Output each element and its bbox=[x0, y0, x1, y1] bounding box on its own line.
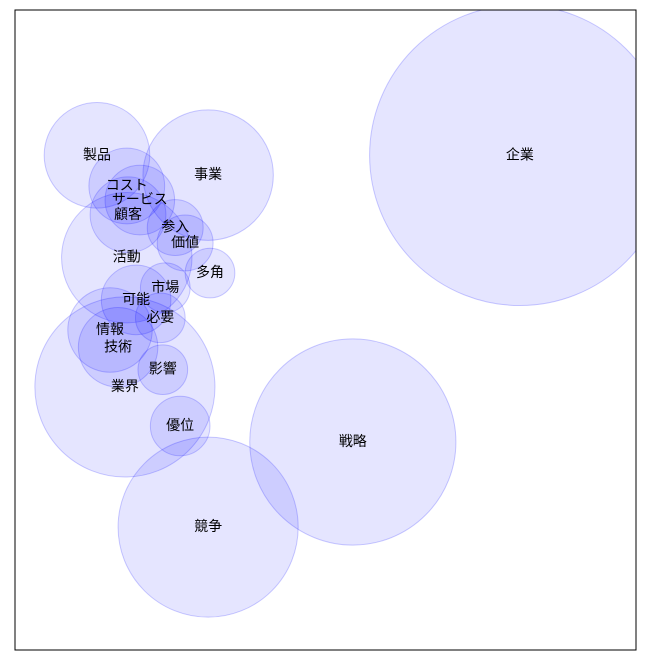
bubble bbox=[67, 287, 153, 373]
bubble bbox=[104, 164, 176, 236]
bubble bbox=[43, 101, 151, 209]
bubble bbox=[184, 247, 236, 299]
bubble bbox=[146, 199, 204, 257]
bubble-label: 業界 bbox=[111, 379, 139, 395]
bubble-label: 影響 bbox=[149, 361, 177, 378]
bubble bbox=[61, 191, 193, 324]
bubble bbox=[88, 147, 166, 225]
bubble bbox=[34, 296, 216, 478]
bubble bbox=[369, 10, 636, 307]
bubble-label: 価値 bbox=[171, 235, 199, 251]
bubble bbox=[89, 176, 167, 254]
bubble-label: 優位 bbox=[166, 418, 194, 434]
labels: 企業 製品事業コストサービス顧客参入価値活動多角市場可能必要情報技術影響業界優位戦… bbox=[83, 146, 534, 535]
bubble-label: コスト bbox=[106, 178, 148, 194]
bubble-label: 戦略 bbox=[339, 434, 367, 450]
bubble-label: 参入 bbox=[161, 219, 189, 236]
bubble bbox=[100, 264, 172, 336]
bubble-label: 競争 bbox=[194, 519, 222, 535]
bubble-label: 顧客 bbox=[114, 206, 142, 223]
bubble-label: 製品 bbox=[83, 147, 111, 163]
bubble-label: 事業 bbox=[194, 167, 222, 183]
plot-area bbox=[34, 10, 636, 618]
bubble bbox=[77, 307, 159, 388]
bubble bbox=[134, 292, 186, 344]
bubble bbox=[117, 436, 299, 618]
bubble-label: 活動 bbox=[113, 250, 141, 266]
bubble bbox=[156, 214, 214, 272]
bubble bbox=[142, 109, 274, 241]
bubble-label: 可能 bbox=[122, 292, 150, 308]
bubble-label: 情報 bbox=[96, 322, 124, 338]
bubble-label: サービス bbox=[112, 192, 168, 208]
bubble-label: 市場 bbox=[151, 279, 179, 296]
frame bbox=[14, 9, 637, 651]
bubble bbox=[139, 262, 191, 314]
bubble-label: 技術 bbox=[104, 339, 132, 355]
bubble bbox=[137, 344, 189, 396]
bubble-label: 必要 bbox=[146, 310, 174, 326]
bubble-label: 多角 bbox=[196, 264, 224, 281]
bubble bbox=[249, 338, 457, 546]
bubble bbox=[149, 395, 211, 457]
bubble-label: 企業 bbox=[506, 146, 534, 163]
